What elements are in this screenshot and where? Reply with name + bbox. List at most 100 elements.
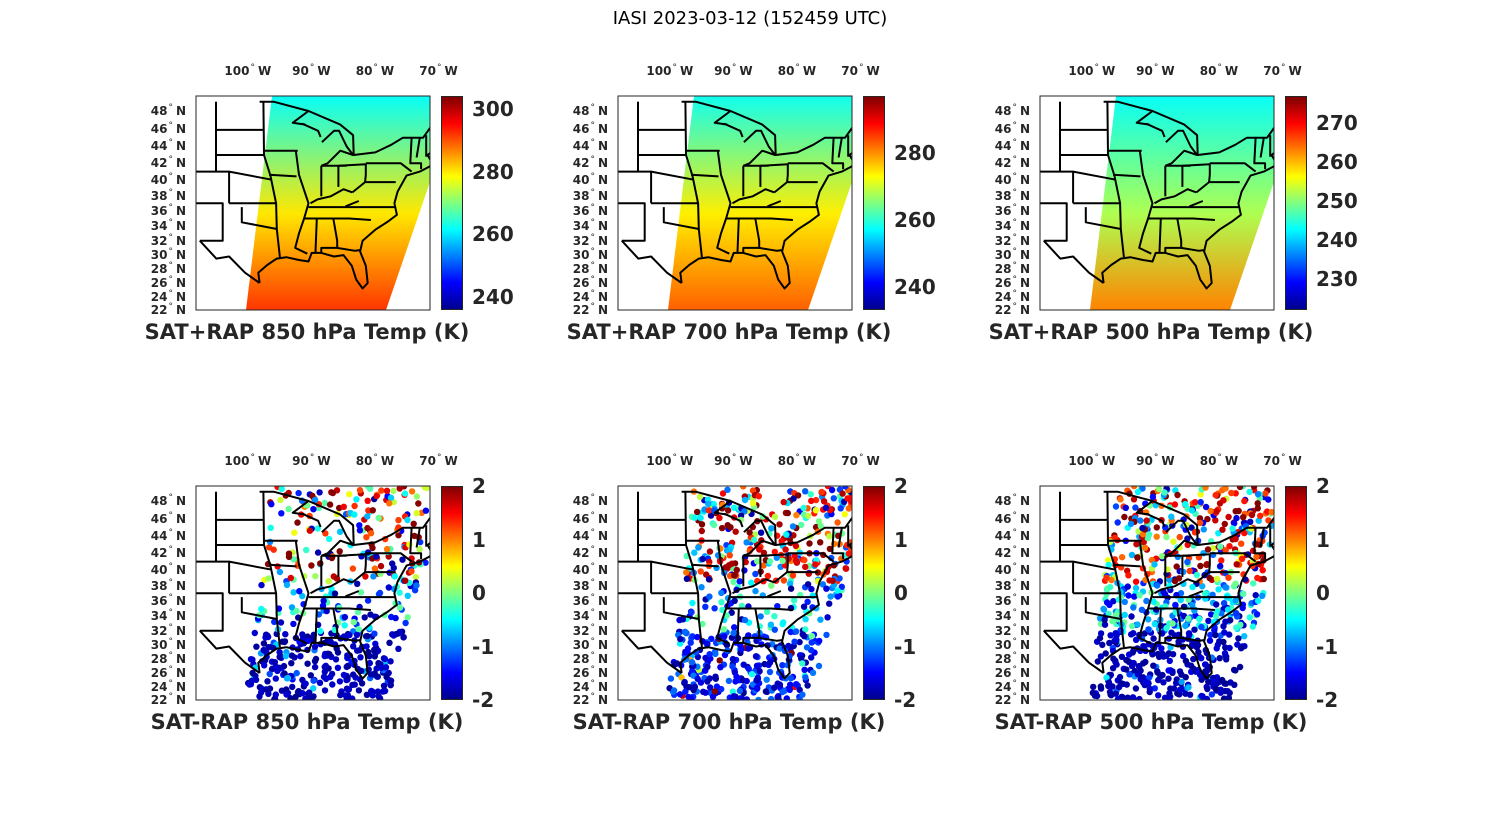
lat-hemisphere: N: [1019, 156, 1030, 171]
lat-tick-label: 48° N: [960, 493, 1030, 508]
degree-symbol: °: [590, 528, 595, 539]
data-point: [355, 626, 362, 633]
data-point: [265, 644, 272, 651]
lat-hemisphere: N: [1019, 593, 1030, 608]
data-point: [771, 626, 778, 633]
data-point: [736, 578, 743, 585]
data-point: [804, 581, 812, 588]
lat-value: 38: [994, 578, 1012, 593]
lon-value: 80: [1199, 454, 1217, 468]
data-point: [1150, 598, 1157, 605]
data-point: [1171, 501, 1179, 508]
degree-symbol: °: [1012, 171, 1017, 182]
data-point: [1137, 517, 1144, 524]
data-point: [346, 491, 353, 498]
data-point: [809, 669, 817, 676]
data-point: [1173, 676, 1180, 683]
data-point: [817, 539, 824, 546]
lat-hemisphere: N: [1019, 262, 1030, 277]
data-point: [697, 514, 704, 522]
data-point: [334, 649, 342, 656]
lat-tick-label: 30° N: [116, 637, 186, 652]
data-point: [766, 668, 774, 676]
lat-tick-label: 38° N: [960, 578, 1030, 593]
data-point: [290, 556, 297, 563]
data-point: [793, 512, 800, 519]
lon-hemisphere: W: [802, 454, 817, 468]
data-point: [1204, 546, 1212, 553]
lat-tick-label: 40° N: [538, 561, 608, 577]
data-point: [779, 662, 786, 669]
data-point: [314, 525, 321, 532]
data-point: [413, 582, 420, 589]
data-point: [1212, 631, 1219, 639]
data-point: [371, 630, 378, 637]
data-point: [413, 493, 420, 500]
lat-hemisphere: N: [1019, 219, 1030, 233]
data-point: [1128, 613, 1135, 620]
data-point: [1145, 616, 1152, 623]
lat-value: 32: [572, 233, 590, 248]
data-point: [1182, 501, 1189, 508]
data-point: [752, 587, 759, 595]
degree-symbol: °: [250, 63, 255, 73]
lon-hemisphere: W: [444, 64, 458, 78]
lat-value: 46: [150, 512, 168, 527]
data-point: [768, 525, 775, 532]
lat-value: 32: [994, 623, 1012, 638]
degree-symbol: °: [590, 678, 595, 689]
data-point: [1153, 533, 1160, 540]
lat-tick-label: 30° N: [538, 637, 608, 652]
lat-hemisphere: N: [597, 172, 608, 187]
data-point: [1161, 489, 1168, 496]
data-point: [1191, 626, 1198, 633]
data-point: [356, 647, 363, 654]
data-point: [845, 550, 852, 557]
data-point: [706, 684, 714, 691]
data-point: [412, 573, 420, 581]
lon-tick-label: 90° W: [1136, 63, 1174, 78]
data-point: [1158, 645, 1165, 652]
data-point: [743, 539, 750, 546]
data-point: [311, 643, 319, 650]
lat-value: 44: [150, 139, 168, 154]
lon-value: 80: [355, 454, 373, 468]
data-point: [776, 645, 783, 652]
data-point: [1121, 513, 1128, 521]
data-point: [796, 686, 803, 694]
data-point: [351, 502, 358, 510]
lon-tick-label: 70° W: [841, 453, 879, 468]
lat-hemisphere: N: [1019, 188, 1030, 203]
data-point: [688, 659, 696, 666]
data-point: [725, 677, 733, 685]
lat-value: 26: [994, 276, 1012, 290]
data-point: [1141, 630, 1148, 637]
colorbar-tick-label: 240: [472, 285, 514, 310]
data-point: [729, 655, 737, 663]
data-point: [331, 590, 339, 597]
degree-symbol: °: [590, 577, 595, 588]
data-point: [802, 488, 809, 495]
difference-points: [666, 486, 852, 700]
degree-symbol: °: [590, 561, 595, 572]
data-point: [382, 664, 390, 671]
data-point: [1197, 491, 1204, 498]
lon-value: 70: [1263, 64, 1281, 78]
data-point: [356, 487, 364, 494]
lat-tick-label: 46° N: [116, 121, 186, 136]
map-plot: [1039, 95, 1275, 311]
data-point: [1118, 653, 1126, 660]
data-point: [1226, 543, 1233, 550]
data-point: [746, 529, 753, 536]
data-point: [1125, 572, 1132, 579]
data-point: [1246, 614, 1253, 621]
data-point: [266, 538, 274, 546]
data-point: [706, 548, 714, 555]
degree-symbol: °: [1012, 692, 1017, 702]
colorbar: [441, 96, 463, 310]
data-point: [376, 589, 384, 597]
lat-value: 22: [150, 303, 168, 317]
data-point: [291, 529, 298, 536]
lat-tick-label: 48° N: [116, 103, 186, 118]
lon-value: 70: [419, 454, 437, 468]
